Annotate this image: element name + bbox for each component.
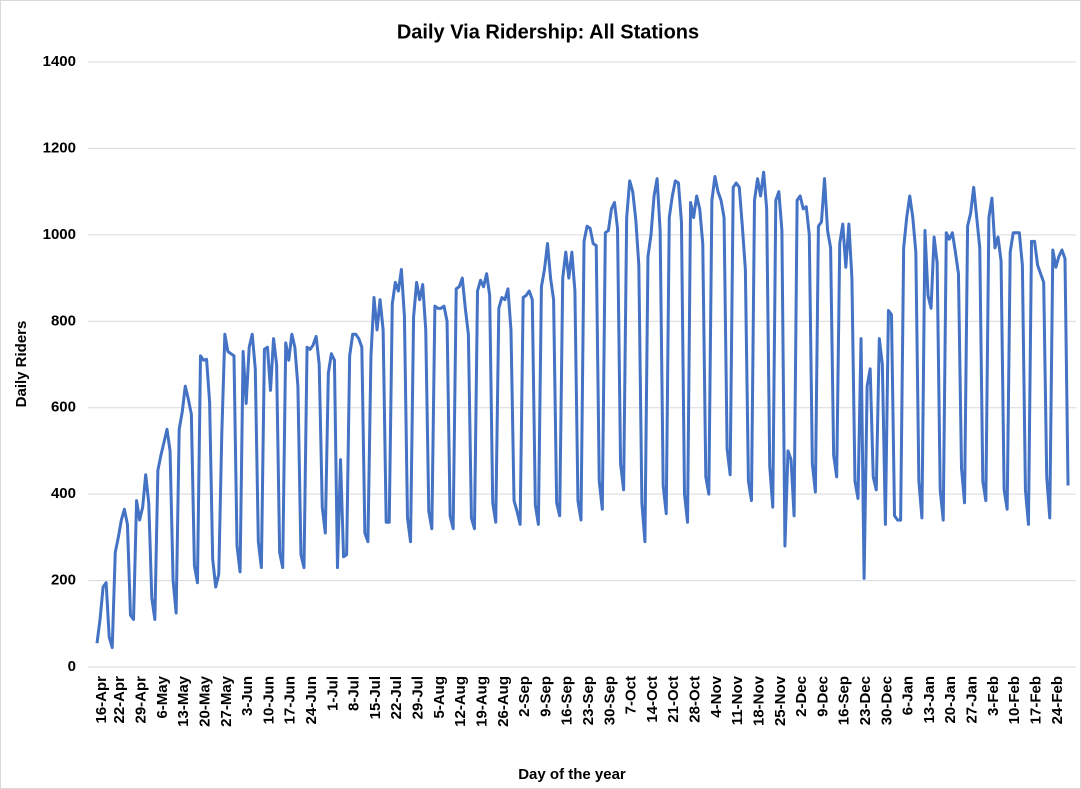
x-tick-label: 24-Feb [1049, 676, 1066, 724]
x-tick-label: 5-Aug [431, 676, 448, 719]
x-tick-label: 16-Sep [836, 676, 853, 725]
y-axis-title: Daily Riders [13, 321, 30, 408]
x-tick-label: 10-Feb [1006, 676, 1023, 724]
x-tick-label: 2-Sep [516, 676, 533, 717]
x-tick-label: 16-Sep [559, 676, 576, 725]
x-tick-label: 13-May [175, 675, 192, 727]
y-tick-label: 600 [51, 399, 76, 416]
x-tick-label: 23-Dec [857, 676, 874, 725]
x-tick-label: 11-Nov [729, 675, 746, 725]
x-tick-label: 27-Jan [964, 676, 981, 724]
x-tick-label: 9-Sep [537, 676, 554, 717]
y-tick-label: 1400 [43, 53, 76, 70]
x-tick-label: 14-Oct [644, 676, 661, 723]
x-tick-label: 12-Aug [452, 676, 469, 727]
x-tick-label: 30-Sep [601, 676, 618, 725]
x-tick-label: 18-Nov [750, 675, 767, 726]
x-tick-label: 7-Oct [623, 676, 640, 714]
x-tick-label: 25-Nov [772, 675, 789, 726]
x-tick-label: 4-Nov [708, 675, 725, 717]
x-tick-label: 15-Jul [367, 676, 384, 719]
y-tick-label: 400 [51, 485, 76, 502]
x-tick-label: 10-Jun [260, 676, 277, 724]
y-tick-label: 200 [51, 572, 76, 589]
x-tick-label: 19-Aug [473, 676, 490, 727]
x-tick-label: 13-Jan [921, 676, 938, 724]
y-tick-label: 800 [51, 312, 76, 329]
x-tick-label: 17-Feb [1027, 676, 1044, 724]
x-tick-label: 29-Apr [133, 676, 150, 724]
x-tick-label: 20-May [196, 675, 213, 727]
y-tick-label: 1000 [43, 226, 76, 243]
x-tick-label: 6-Jan [900, 676, 917, 715]
x-tick-label: 20-Jan [942, 676, 959, 724]
x-tick-label: 16-Apr [93, 676, 110, 724]
y-tick-label: 0 [68, 658, 76, 675]
x-tick-label: 27-May [218, 675, 235, 727]
x-tick-label: 22-Jul [388, 676, 405, 719]
x-tick-label: 6-May [154, 675, 171, 718]
x-tick-label: 29-Jul [410, 676, 427, 719]
chart-title: Daily Via Ridership: All Stations [397, 21, 699, 43]
x-tick-label: 30-Dec [878, 676, 895, 725]
data-line [95, 170, 1070, 650]
x-tick-label: 3-Jun [239, 676, 256, 716]
x-tick-label: 9-Dec [814, 676, 831, 717]
x-tick-label: 1-Jul [324, 676, 341, 711]
x-tick-label: 21-Oct [665, 676, 682, 723]
x-tick-label: 24-Jun [303, 676, 320, 724]
x-axis-title: Day of the year [518, 766, 626, 783]
x-tick-label: 8-Jul [346, 676, 363, 711]
x-tick-label: 3-Feb [985, 676, 1002, 716]
x-tick-label: 17-Jun [282, 676, 299, 724]
x-tick-label: 28-Oct [687, 676, 704, 723]
y-tick-label: 1200 [43, 139, 76, 156]
x-tick-label: 22-Apr [111, 676, 128, 724]
x-tick-label: 23-Sep [580, 676, 597, 725]
x-tick-label: 26-Aug [495, 676, 512, 727]
x-tick-label: 2-Dec [793, 676, 810, 717]
